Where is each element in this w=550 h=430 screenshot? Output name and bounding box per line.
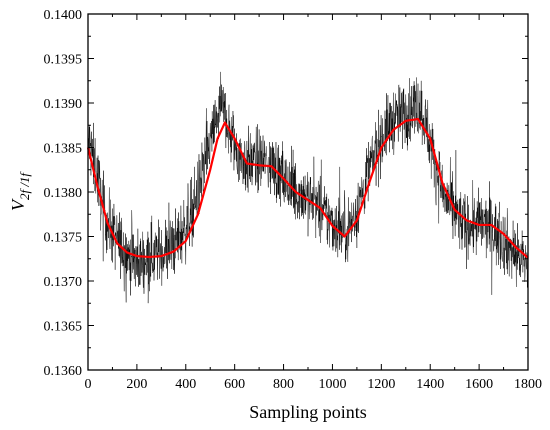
y-tick-label: 0.1380	[44, 186, 83, 201]
smoothed-curve-layer	[86, 117, 529, 259]
x-tick-label: 200	[126, 377, 147, 392]
raw-signal-line	[87, 71, 529, 304]
x-tick-label: 1400	[416, 377, 444, 392]
x-tick-label: 1800	[514, 377, 542, 392]
x-tick-label: 400	[175, 377, 196, 392]
x-tick-label: 600	[224, 377, 245, 392]
ticks-layer	[87, 13, 529, 371]
y-tick-label: 0.1395	[44, 53, 83, 68]
y-tick-label: 0.1400	[44, 8, 83, 23]
y-tick-label: 0.1390	[44, 97, 83, 112]
x-tick-label: 1600	[465, 377, 493, 392]
y-tick-label: 0.1370	[44, 275, 83, 290]
raw-signal-layer	[87, 71, 529, 304]
y-axis-label-main: V	[8, 198, 28, 211]
y-axis-label: V2f /1f	[8, 171, 32, 211]
x-tick-label: 1200	[367, 377, 395, 392]
y-axis-label-sub: 2f /1f	[17, 171, 32, 200]
smoothed-curve-line	[86, 117, 529, 259]
x-tick-label: 800	[273, 377, 294, 392]
y-tick-label: 0.1375	[44, 231, 83, 246]
x-tick-label: 1000	[318, 377, 346, 392]
y-tick-label: 0.1385	[44, 142, 83, 157]
y-tick-label: 0.1365	[44, 320, 83, 335]
tick-labels-layer: 0 200 400 600 800 1000 1200 1400 1600 1800 0.1360 0…	[44, 8, 543, 392]
y-tick-label: 0.1360	[44, 364, 83, 379]
x-axis-label: Sampling points	[249, 402, 367, 422]
x-tick-label: 0	[85, 377, 92, 392]
